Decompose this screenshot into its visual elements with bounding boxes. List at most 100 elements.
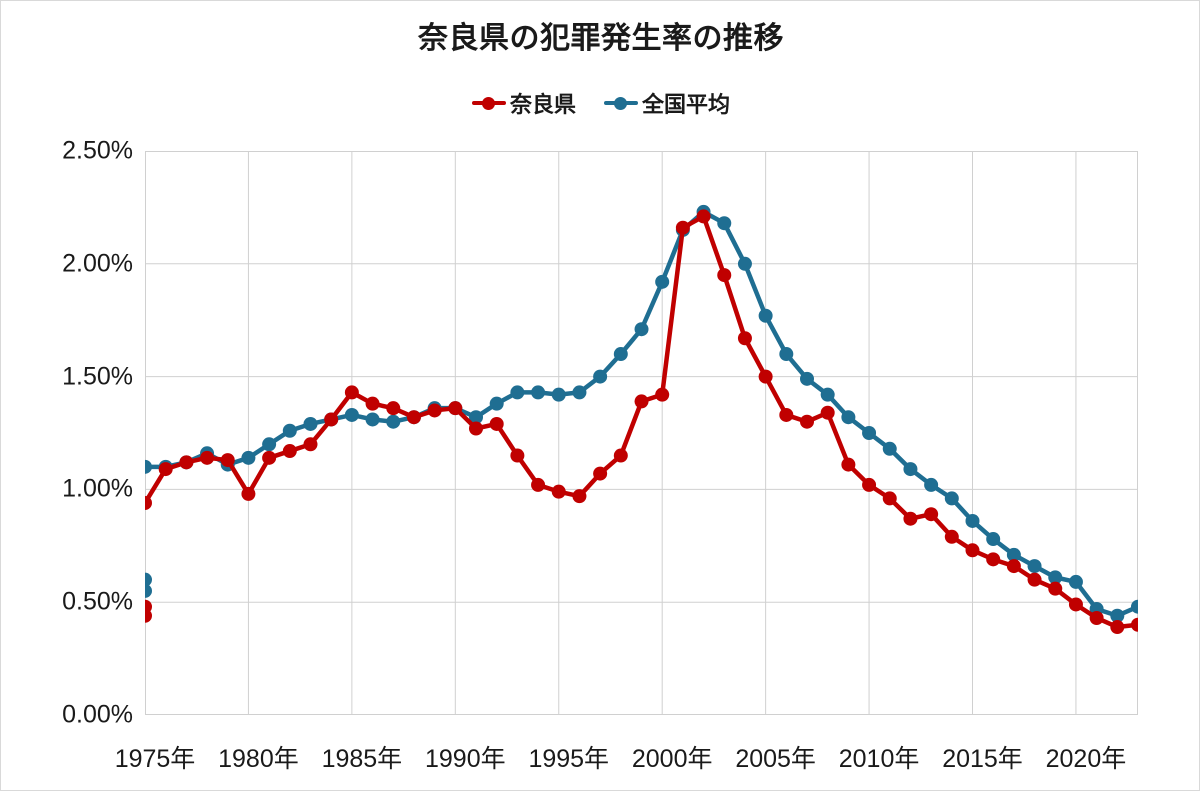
data-point-marker[interactable] <box>344 385 359 400</box>
x-tick-label: 1990年 <box>425 745 506 773</box>
data-point-marker[interactable] <box>944 491 959 506</box>
data-point-marker[interactable] <box>241 486 256 501</box>
data-point-marker[interactable] <box>1006 559 1021 574</box>
data-point-marker[interactable] <box>510 385 525 400</box>
data-point-marker[interactable] <box>551 387 566 402</box>
data-point-marker[interactable] <box>1131 599 1138 614</box>
data-point-marker[interactable] <box>820 405 835 420</box>
data-point-marker[interactable] <box>324 412 339 427</box>
data-point-marker[interactable] <box>572 489 587 504</box>
data-point-marker[interactable] <box>675 220 690 235</box>
data-point-marker[interactable] <box>1110 608 1125 623</box>
data-point-marker[interactable] <box>1027 572 1042 587</box>
data-point-marker[interactable] <box>145 459 152 474</box>
data-point-marker[interactable] <box>145 583 152 598</box>
data-point-marker[interactable] <box>469 421 483 436</box>
data-point-marker[interactable] <box>696 209 711 224</box>
data-point-marker[interactable] <box>1068 597 1083 612</box>
data-point-marker[interactable] <box>717 216 732 231</box>
data-point-marker[interactable] <box>717 268 732 283</box>
data-point-marker[interactable] <box>1006 547 1021 562</box>
data-point-marker[interactable] <box>882 491 897 506</box>
data-point-marker[interactable] <box>924 477 939 492</box>
gridlines <box>145 151 1138 715</box>
data-point-marker[interactable] <box>303 416 318 431</box>
data-point-marker[interactable] <box>220 453 235 468</box>
data-point-marker[interactable] <box>551 484 566 499</box>
data-point-marker[interactable] <box>448 401 463 416</box>
data-point-marker[interactable] <box>903 462 918 477</box>
data-point-marker[interactable] <box>944 529 959 544</box>
data-point-marker[interactable] <box>903 511 918 526</box>
chart-title: 奈良県の犯罪発生率の推移 <box>418 22 784 55</box>
data-point-marker[interactable] <box>1027 559 1042 574</box>
data-point-marker[interactable] <box>800 371 814 386</box>
data-point-marker[interactable] <box>1110 620 1125 635</box>
data-point-marker[interactable] <box>758 308 773 323</box>
data-point-marker[interactable] <box>634 322 649 337</box>
data-point-marker[interactable] <box>841 457 856 472</box>
data-point-marker[interactable] <box>303 437 318 452</box>
data-point-marker[interactable] <box>469 410 483 425</box>
data-point-marker[interactable] <box>531 477 546 492</box>
data-point-marker[interactable] <box>572 385 587 400</box>
data-point-marker[interactable] <box>241 450 256 465</box>
data-point-marker[interactable] <box>613 347 628 362</box>
data-point-marker[interactable] <box>1048 570 1063 585</box>
data-point-marker[interactable] <box>200 450 215 465</box>
data-point-marker[interactable] <box>737 331 752 346</box>
data-point-marker[interactable] <box>737 256 752 271</box>
data-point-marker[interactable] <box>986 552 1001 567</box>
data-point-marker[interactable] <box>406 410 421 425</box>
data-point-marker[interactable] <box>965 513 980 528</box>
data-point-marker[interactable] <box>1048 581 1063 596</box>
data-point-marker[interactable] <box>427 403 442 418</box>
data-point-marker[interactable] <box>489 396 504 411</box>
data-point-marker[interactable] <box>655 274 670 289</box>
data-point-marker[interactable] <box>344 407 359 422</box>
data-point-marker[interactable] <box>965 543 980 558</box>
data-point-marker[interactable] <box>655 387 670 402</box>
data-point-marker[interactable] <box>262 450 277 465</box>
data-point-marker[interactable] <box>862 426 877 440</box>
legend-marker-nara-icon <box>471 95 506 111</box>
data-point-marker[interactable] <box>882 441 897 456</box>
data-point-marker[interactable] <box>841 410 856 425</box>
x-tick-label: 2020年 <box>1045 745 1127 773</box>
data-point-marker[interactable] <box>1068 574 1083 589</box>
data-point-marker[interactable] <box>489 416 504 431</box>
data-point-marker[interactable] <box>282 423 297 438</box>
legend-item-nara[interactable]: 奈良県 <box>471 87 576 119</box>
data-point-marker[interactable] <box>510 448 525 463</box>
data-point-marker[interactable] <box>613 448 628 463</box>
data-point-marker[interactable] <box>386 414 401 429</box>
data-point-marker[interactable] <box>531 385 546 400</box>
data-point-marker[interactable] <box>779 407 794 422</box>
data-point-marker[interactable] <box>862 477 877 492</box>
data-point-marker[interactable] <box>1131 617 1138 632</box>
data-point-marker[interactable] <box>282 444 297 459</box>
y-axis: 2.50% 2.00% 1.50% 1.00% 0.50% 0.00% <box>1 1 133 790</box>
data-point-marker[interactable] <box>145 599 152 614</box>
data-point-marker[interactable] <box>158 462 173 477</box>
data-point-marker[interactable] <box>145 495 152 510</box>
data-point-marker[interactable] <box>365 396 380 411</box>
data-point-marker[interactable] <box>365 412 380 427</box>
data-point-marker[interactable] <box>758 369 773 384</box>
y-tick-label: 2.50% <box>62 136 133 165</box>
data-point-marker[interactable] <box>262 437 277 452</box>
data-point-marker[interactable] <box>593 466 608 481</box>
data-point-marker[interactable] <box>593 369 608 384</box>
legend-item-national-average[interactable]: 全国平均 <box>604 87 730 119</box>
data-point-marker[interactable] <box>924 507 939 522</box>
data-point-marker[interactable] <box>820 387 835 402</box>
data-point-marker[interactable] <box>779 347 794 362</box>
series-line <box>145 214 1138 630</box>
data-point-marker[interactable] <box>386 401 401 416</box>
data-point-marker[interactable] <box>986 532 1001 547</box>
data-point-marker[interactable] <box>800 414 814 429</box>
data-point-marker[interactable] <box>1089 610 1104 625</box>
data-point-marker[interactable] <box>145 572 152 587</box>
data-point-marker[interactable] <box>179 455 194 470</box>
data-point-marker[interactable] <box>634 394 649 409</box>
